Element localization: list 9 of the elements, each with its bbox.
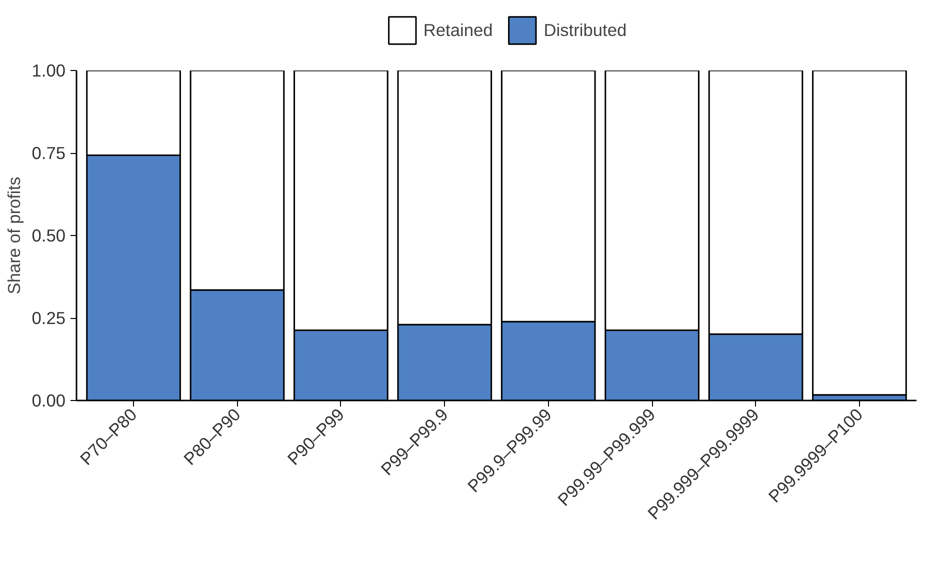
y-tick-label: 0.00 bbox=[32, 390, 66, 410]
bar bbox=[812, 70, 907, 396]
y-axis-title: Share of profits bbox=[4, 176, 24, 294]
y-tick-label: 0.50 bbox=[32, 226, 66, 246]
legend-label: Distributed bbox=[544, 20, 627, 40]
y-tick-label: 0.75 bbox=[32, 143, 66, 163]
legend-label: Retained bbox=[423, 20, 493, 40]
y-tick-label: 1.00 bbox=[32, 60, 66, 80]
y-tick-label: 0.25 bbox=[32, 308, 66, 328]
